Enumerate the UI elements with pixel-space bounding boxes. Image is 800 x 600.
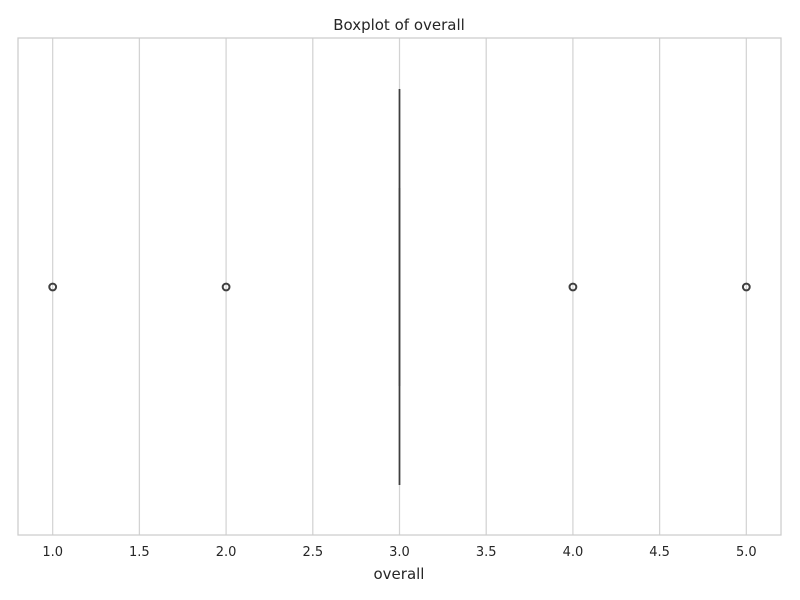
x-axis-label: overall	[374, 565, 425, 583]
x-tick-label: 1.0	[42, 545, 63, 560]
x-tick-label: 5.0	[736, 545, 757, 560]
outlier-point	[568, 282, 578, 292]
outlier-point	[741, 282, 751, 292]
plot-area-frame	[17, 37, 782, 536]
x-tick-label: 3.0	[389, 545, 410, 560]
x-tick-labels: 1.0 1.5 2.0 2.5 3.0 3.5 4.0 4.5 5.0	[42, 545, 756, 560]
x-tick-label: 4.0	[563, 545, 584, 560]
outlier-point	[48, 282, 58, 292]
x-tick-label: 3.5	[476, 545, 497, 560]
chart-title: Boxplot of overall	[333, 16, 465, 34]
x-tick-label: 2.0	[216, 545, 237, 560]
outlier-point	[221, 282, 231, 292]
x-tick-label: 4.5	[649, 545, 670, 560]
outlier-points	[48, 282, 751, 292]
x-tick-label: 1.5	[129, 545, 150, 560]
x-tick-label: 2.5	[302, 545, 323, 560]
